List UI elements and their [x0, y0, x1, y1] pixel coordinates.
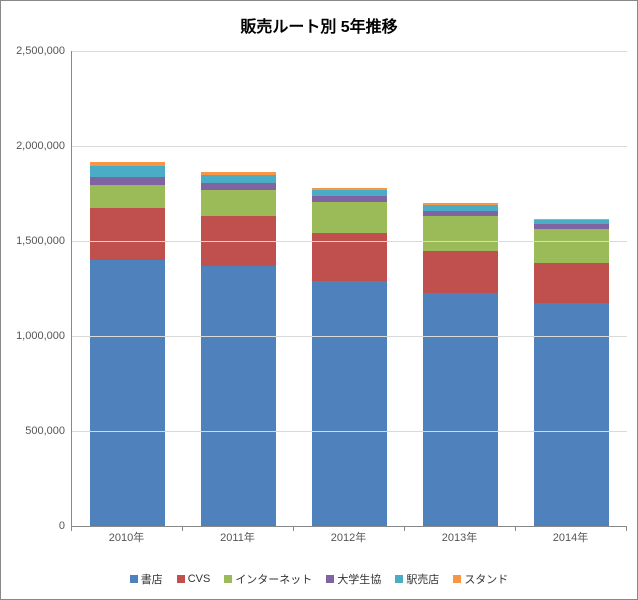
gridline: [72, 146, 627, 147]
x-tick-label: 2012年: [311, 529, 386, 545]
y-tick-label: 0: [5, 520, 65, 532]
legend-swatch: [130, 575, 138, 583]
legend-swatch: [177, 575, 185, 583]
bar-segment: [90, 208, 165, 260]
x-tick-label: 2010年: [89, 529, 164, 545]
y-tick-label: 1,500,000: [5, 235, 65, 247]
legend-label: インターネット: [235, 571, 312, 587]
chart-title: 販売ルート別 5年推移: [1, 1, 637, 37]
legend: 書店 CVS インターネット 大学生協 駅売店 スタンド: [1, 571, 637, 587]
bar-segment: [90, 185, 165, 208]
bar-group: [312, 188, 387, 526]
x-axis-labels: 2010年 2011年 2012年 2013年 2014年: [71, 529, 626, 545]
gridline: [72, 241, 627, 242]
bar-segment: [312, 281, 387, 526]
legend-item: 駅売店: [395, 571, 439, 587]
legend-label: スタンド: [464, 571, 508, 587]
bar-group: [423, 203, 498, 526]
legend-label: CVS: [188, 573, 211, 585]
y-tick-label: 2,500,000: [5, 45, 65, 57]
legend-item: スタンド: [453, 571, 508, 587]
gridline: [72, 431, 627, 432]
y-tick-label: 500,000: [5, 425, 65, 437]
bar-segment: [423, 251, 498, 294]
bar-segment: [423, 216, 498, 250]
x-tick-label: 2011年: [200, 529, 275, 545]
legend-item: 書店: [130, 571, 163, 587]
y-tick-label: 1,000,000: [5, 330, 65, 342]
bars-row: [72, 51, 627, 526]
legend-swatch: [326, 575, 334, 583]
bar-segment: [201, 175, 276, 184]
x-tick: [293, 526, 294, 531]
chart-container: 販売ルート別 5年推移 2010年 2011年 2012年 2013年 2014年 書店…: [0, 0, 638, 600]
bar-segment: [201, 190, 276, 217]
x-tick-label: 2014年: [533, 529, 608, 545]
x-tick: [404, 526, 405, 531]
bar-segment: [312, 190, 387, 197]
y-tick-label: 2,000,000: [5, 140, 65, 152]
bar-segment: [534, 229, 609, 263]
bar-segment: [312, 202, 387, 233]
gridline: [72, 336, 627, 337]
x-tick: [515, 526, 516, 531]
bar-segment: [90, 177, 165, 185]
bar-segment: [201, 183, 276, 190]
gridline: [72, 51, 627, 52]
x-tick: [182, 526, 183, 531]
legend-swatch: [224, 575, 232, 583]
bar-segment: [423, 293, 498, 526]
legend-item: CVS: [177, 571, 211, 587]
legend-item: 大学生協: [326, 571, 381, 587]
legend-label: 大学生協: [337, 571, 381, 587]
legend-swatch: [395, 575, 403, 583]
bar-segment: [201, 266, 276, 526]
legend-label: 駅売店: [406, 571, 439, 587]
x-tick: [71, 526, 72, 531]
bar-segment: [90, 260, 165, 526]
bar-group: [201, 172, 276, 526]
bar-group: [90, 162, 165, 526]
bar-segment: [534, 263, 609, 303]
legend-item: インターネット: [224, 571, 312, 587]
bar-group: [534, 219, 609, 526]
x-tick: [626, 526, 627, 531]
x-tick-label: 2013年: [422, 529, 497, 545]
legend-label: 書店: [141, 571, 163, 587]
plot-area: [71, 51, 627, 527]
legend-swatch: [453, 575, 461, 583]
bar-segment: [90, 166, 165, 177]
